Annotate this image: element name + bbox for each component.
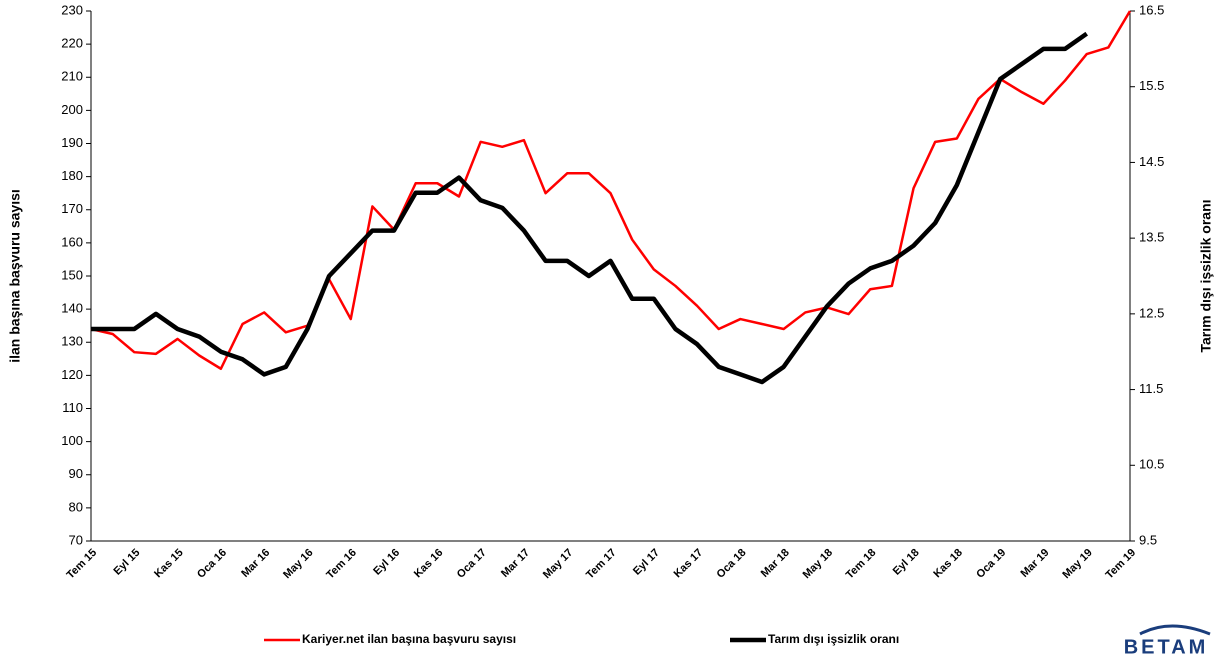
x-tick-label: Tem 17 [584,547,619,582]
x-tick-label: Mar 19 [1018,547,1051,580]
y-tick-label: 170 [61,201,83,216]
y2-tick-label: 13.5 [1139,230,1164,245]
logo-arc [1139,624,1211,636]
y-tick-label: 180 [61,168,83,183]
y-tick-label: 140 [61,301,83,316]
x-tick-label: Mar 18 [759,547,792,580]
y-tick-label: 120 [61,367,83,382]
x-tick-label: Tem 16 [324,547,359,582]
y2-axis-label: Tarım dışı işsizlik oranı [1198,199,1214,352]
x-tick-label: Eyl 18 [891,547,922,578]
x-tick-label: Kas 15 [152,547,186,581]
x-tick-label: Oca 19 [974,547,1008,581]
x-tick-label: Eyl 16 [371,547,402,578]
y-tick-label: 90 [69,466,83,481]
series-line [91,31,1089,385]
y2-tick-label: 12.5 [1139,305,1164,320]
y2-tick-label: 9.5 [1139,532,1157,547]
x-tick-label: Kas 16 [412,547,446,581]
x-tick-label: May 16 [281,547,315,581]
x-tick-label: May 17 [541,547,575,581]
x-tick-label: Mar 17 [499,547,532,580]
y-axis-label: ilan başına başvuru sayısı [7,189,23,363]
y-tick-label: 80 [69,499,83,514]
x-tick-label: Kas 18 [931,547,965,581]
x-tick-label: Eyl 17 [631,547,662,578]
y-tick-label: 210 [61,69,83,84]
x-tick-label: Tem 15 [64,547,99,582]
y2-tick-label: 16.5 [1139,2,1164,17]
legend-label: Kariyer.net ilan başına başvuru sayısı [302,632,516,646]
legend-label: Tarım dışı işsizlik oranı [768,632,899,646]
x-tick-label: Eyl 15 [111,547,142,578]
series-line [90,10,1132,370]
y-tick-label: 230 [61,2,83,17]
y2-tick-label: 11.5 [1139,381,1163,396]
x-tick-label: Oca 18 [715,547,749,581]
y2-tick-label: 14.5 [1139,154,1164,169]
x-tick-label: Oca 17 [455,547,489,581]
x-tick-label: Tem 18 [844,547,879,582]
y-tick-label: 200 [61,102,83,117]
y-tick-label: 160 [61,234,83,249]
x-tick-label: Mar 16 [239,547,272,580]
y-tick-label: 110 [62,400,83,415]
y-tick-label: 100 [61,433,83,448]
logo: BETAM [1124,636,1209,658]
y-tick-label: 150 [61,267,83,282]
y-tick-label: 70 [69,532,83,547]
y-tick-label: 190 [61,135,83,150]
y2-tick-label: 15.5 [1139,78,1164,93]
x-tick-label: May 18 [801,547,835,581]
y-tick-label: 220 [61,36,83,51]
x-tick-label: Oca 16 [195,547,229,581]
x-tick-label: Tem 19 [1103,547,1138,582]
x-tick-label: May 19 [1060,547,1094,581]
y-tick-label: 130 [61,334,83,349]
x-tick-label: Kas 17 [672,547,706,581]
y2-tick-label: 10.5 [1139,457,1164,472]
